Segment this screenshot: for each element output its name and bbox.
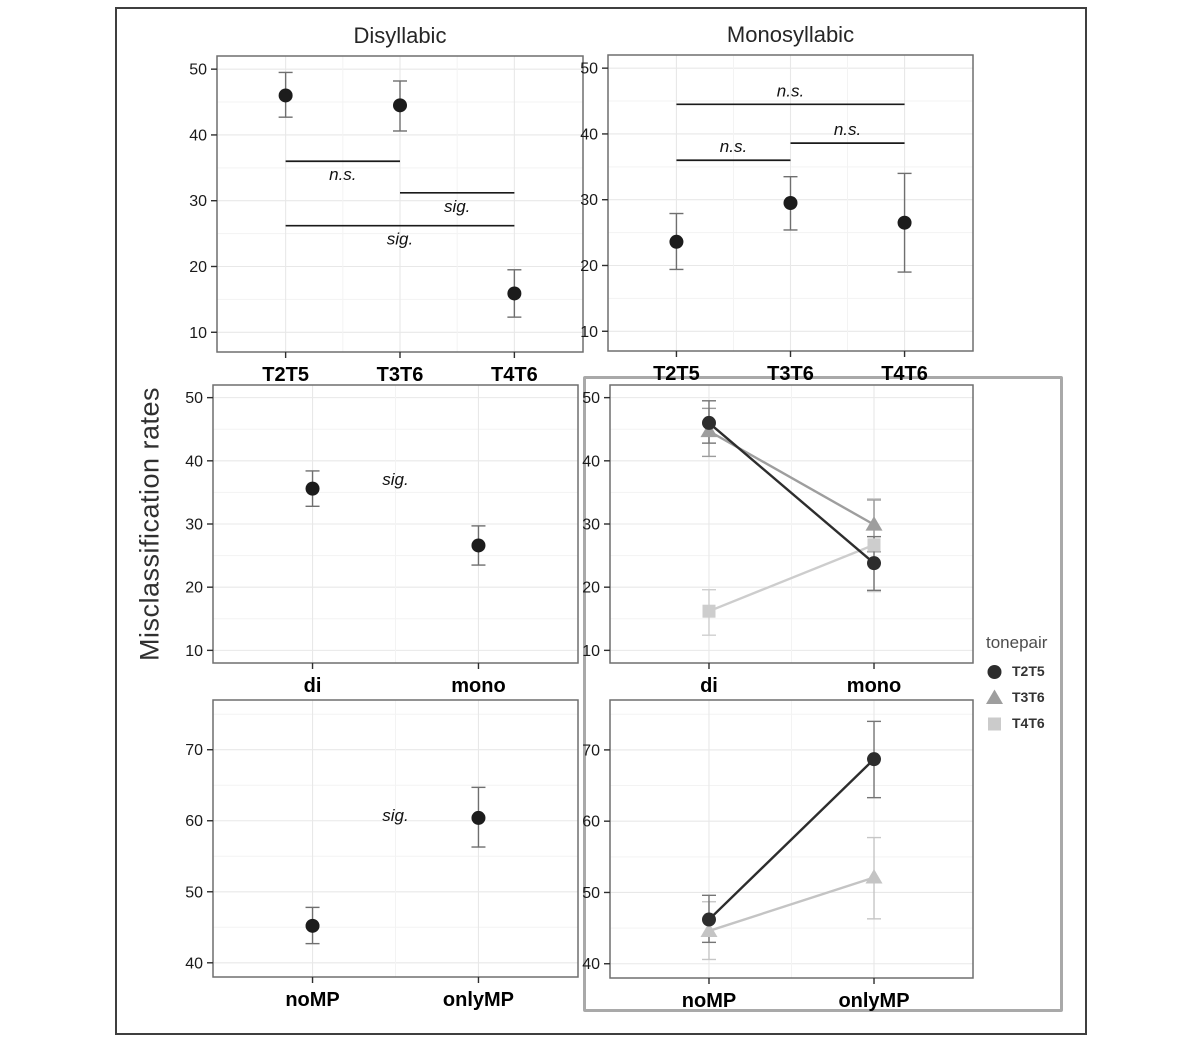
- svg-text:di: di: [304, 675, 322, 697]
- svg-text:10: 10: [185, 643, 203, 660]
- panel-syllables_by_tonepair: 10 20 30 40 50 di mono: [582, 384, 974, 697]
- t4t6-square-icon: [988, 717, 1001, 730]
- svg-text:60: 60: [185, 813, 203, 830]
- figure-border: [115, 7, 1087, 1035]
- svg-text:30: 30: [185, 517, 203, 534]
- svg-text:T2T5: T2T5: [653, 363, 700, 385]
- svg-text:20: 20: [580, 258, 598, 275]
- svg-text:60: 60: [582, 814, 600, 831]
- svg-text:20: 20: [582, 580, 600, 597]
- t2t5-circle-icon: [987, 664, 1002, 679]
- y-axis-label: Misclassification rates: [134, 386, 165, 662]
- svg-text:20: 20: [185, 580, 203, 597]
- svg-text:T4T6: T4T6: [491, 364, 538, 386]
- svg-text:sig.: sig.: [444, 197, 470, 216]
- svg-text:T2T5: T2T5: [262, 364, 309, 386]
- svg-text:10: 10: [580, 324, 598, 341]
- t3t6-triangle-icon: [986, 689, 1003, 704]
- svg-text:40: 40: [582, 956, 600, 973]
- svg-text:mono: mono: [847, 675, 901, 697]
- svg-text:30: 30: [582, 517, 600, 534]
- svg-text:T3T6: T3T6: [767, 363, 814, 385]
- panel-disyllabic: 10 20 30 40 50 T2T5 T3T6 T4T6 Disyllabic n.s. sig.…: [189, 23, 584, 386]
- svg-text:10: 10: [582, 643, 600, 660]
- svg-text:40: 40: [189, 127, 207, 144]
- svg-text:noMP: noMP: [682, 990, 736, 1012]
- svg-text:40: 40: [580, 126, 598, 143]
- svg-text:50: 50: [185, 390, 203, 407]
- svg-text:Monosyllabic: Monosyllabic: [727, 22, 854, 47]
- svg-text:Disyllabic: Disyllabic: [354, 23, 447, 48]
- svg-text:T3T6: T3T6: [377, 364, 424, 386]
- svg-text:40: 40: [185, 955, 203, 972]
- svg-text:50: 50: [580, 61, 598, 78]
- svg-text:sig.: sig.: [387, 230, 413, 249]
- highlight-box: [583, 376, 1063, 1012]
- svg-text:mono: mono: [451, 675, 505, 697]
- legend-item-t3t6: T3T6: [986, 684, 1047, 710]
- svg-text:10: 10: [189, 325, 207, 342]
- svg-text:n.s.: n.s.: [777, 81, 804, 100]
- svg-text:n.s.: n.s.: [834, 120, 861, 139]
- svg-text:onlyMP: onlyMP: [838, 990, 909, 1012]
- legend-item-label: T3T6: [1012, 689, 1045, 705]
- svg-text:onlyMP: onlyMP: [443, 989, 514, 1011]
- svg-text:sig.: sig.: [382, 806, 408, 825]
- svg-text:70: 70: [185, 742, 203, 759]
- panel-mp_pooled: 40 50 60 70 noMP onlyMP sig.: [185, 699, 579, 1011]
- svg-text:sig.: sig.: [382, 470, 408, 489]
- svg-text:50: 50: [582, 885, 600, 902]
- legend-item-t4t6: T4T6: [986, 710, 1047, 736]
- svg-text:n.s.: n.s.: [720, 137, 747, 156]
- legend-item-t2t5: T2T5: [986, 658, 1047, 684]
- panel-syllables_pooled: 10 20 30 40 50 di mono sig.: [185, 384, 579, 697]
- legend-item-label: T2T5: [1012, 663, 1045, 679]
- svg-text:T4T6: T4T6: [881, 363, 928, 385]
- svg-text:30: 30: [189, 193, 207, 210]
- svg-text:40: 40: [582, 453, 600, 470]
- legend-title: tonepair: [986, 633, 1048, 652]
- svg-text:70: 70: [582, 742, 600, 759]
- svg-text:50: 50: [582, 390, 600, 407]
- svg-text:50: 50: [185, 884, 203, 901]
- svg-text:50: 50: [189, 62, 207, 79]
- svg-text:di: di: [700, 675, 718, 697]
- svg-text:40: 40: [185, 453, 203, 470]
- svg-text:n.s.: n.s.: [329, 165, 356, 184]
- panel-mp_by_tonepair: 40 50 60 70 noMP onlyMP: [582, 699, 974, 1012]
- svg-text:30: 30: [580, 192, 598, 209]
- legend-item-label: T4T6: [1012, 715, 1045, 731]
- svg-text:noMP: noMP: [285, 989, 339, 1011]
- legend: tonepair T2T5 T3T6 T4T6: [986, 633, 1047, 736]
- svg-text:20: 20: [189, 259, 207, 276]
- panel-monosyllabic: 10 20 30 40 50 T2T5 T3T6 T4T6 Monosyllabic n.s. n.…: [580, 22, 974, 385]
